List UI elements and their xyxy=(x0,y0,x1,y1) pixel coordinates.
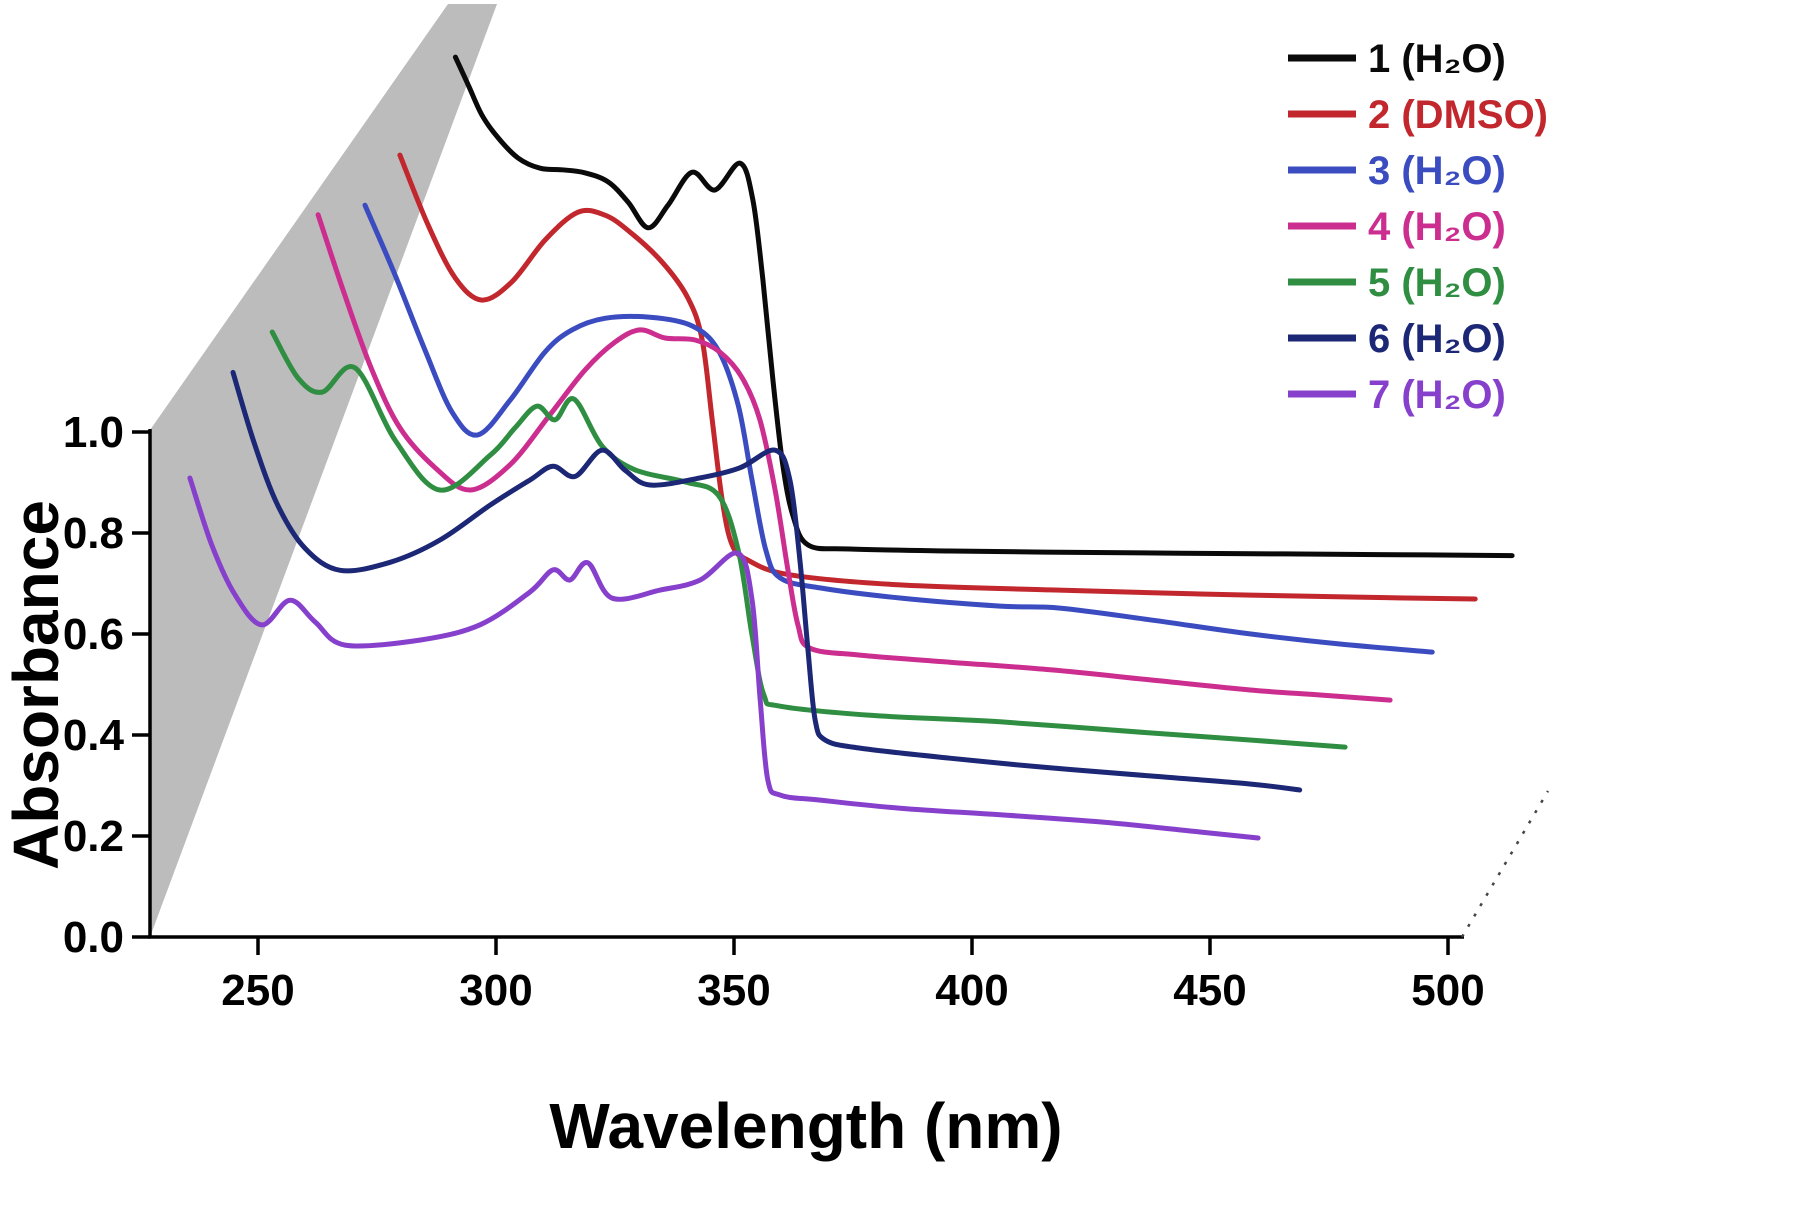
depth-axis-dashed-line xyxy=(1460,790,1550,938)
y-ticks: 0.0 0.2 0.4 0.6 0.8 1.0 xyxy=(63,408,150,962)
legend-label-6: 6 (H₂O) xyxy=(1368,317,1506,361)
series-line-2 xyxy=(397,152,1478,602)
x-axis-title: Wavelength (nm) xyxy=(549,1090,1062,1162)
legend-item-3: 3 (H₂O) xyxy=(1288,149,1506,193)
legend-label-1: 1 (H₂O) xyxy=(1368,37,1506,81)
series-line-4 xyxy=(315,212,1393,703)
legend-label-3: 3 (H₂O) xyxy=(1368,149,1506,193)
back-wall-shade xyxy=(150,4,497,937)
x-tick-label: 350 xyxy=(697,966,770,1015)
x-tick-label: 250 xyxy=(221,966,294,1015)
x-tick-label: 400 xyxy=(935,966,1008,1015)
series-line-3 xyxy=(362,202,1435,655)
y-axis-title: Absorbance xyxy=(0,500,72,870)
x-tick-label: 450 xyxy=(1173,966,1246,1015)
x-ticks: 250 300 350 400 450 500 xyxy=(221,937,1485,1015)
legend-label-7: 7 (H₂O) xyxy=(1368,373,1506,417)
curves-layer xyxy=(187,54,1515,841)
y-tick-label: 0.8 xyxy=(63,509,124,558)
legend-item-5: 5 (H₂O) xyxy=(1288,261,1506,305)
legend-item-6: 6 (H₂O) xyxy=(1288,317,1506,361)
legend-item-2: 2 (DMSO) xyxy=(1288,93,1548,137)
y-tick-label: 0.0 xyxy=(63,913,124,962)
series-line-7 xyxy=(187,475,1261,841)
y-tick-label: 0.2 xyxy=(63,812,124,861)
y-tick-label: 0.6 xyxy=(63,610,124,659)
x-tick-label: 500 xyxy=(1411,966,1484,1015)
axes-layer: 250 300 350 400 450 500 0.0 0.2 0.4 0.6 0.8 1.0 Wa… xyxy=(0,408,1550,1162)
legend-item-4: 4 (H₂O) xyxy=(1288,205,1506,249)
y-tick-label: 1.0 xyxy=(63,408,124,457)
x-tick-label: 300 xyxy=(459,966,532,1015)
legend-item-1: 1 (H₂O) xyxy=(1288,37,1506,81)
y-tick-label: 0.4 xyxy=(63,711,125,760)
legend-item-7: 7 (H₂O) xyxy=(1288,373,1506,417)
legend-label-5: 5 (H₂O) xyxy=(1368,261,1506,305)
series-line-6 xyxy=(230,369,1303,793)
legend-label-2: 2 (DMSO) xyxy=(1368,93,1548,137)
legend: 1 (H₂O) 2 (DMSO) 3 (H₂O) 4 (H₂O) 5 (H₂O) 6 (H… xyxy=(1288,37,1548,417)
legend-label-4: 4 (H₂O) xyxy=(1368,205,1506,249)
series-line-1 xyxy=(452,54,1515,559)
series-line-5 xyxy=(269,329,1348,750)
